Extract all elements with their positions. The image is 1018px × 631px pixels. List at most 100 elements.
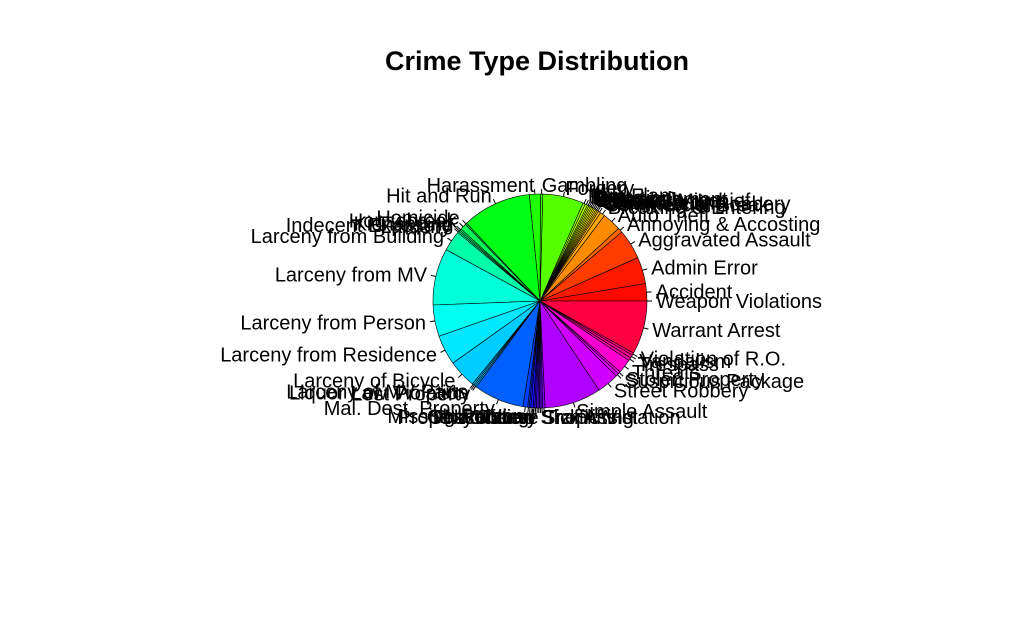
pie-leader-vandalism [631,356,637,360]
pie-label-warrant-arrest: Warrant Arrest [652,320,781,342]
pie-label-liquor-law-violation: Liquor Law Violation [289,383,469,405]
pie-label-annoying-accosting: Annoying & Accosting [627,214,820,236]
pie-label-larceny-of-mv-parts: Larceny of MV Parts [286,382,467,404]
pie-leader-housebreak [459,222,464,227]
pie-leader-aggravated-assault [630,241,636,245]
pie-label-credit-card: Credit Card [600,192,702,214]
chart-title: Crime Type Distribution [385,46,689,76]
pie-leader-admin-error [642,268,648,271]
pie-leader-homicide [462,219,467,225]
pie-leader-larceny-of-bicycle [457,373,463,379]
pie-leader-lost-property [472,386,477,391]
pie-leader-missing-person [524,406,526,413]
pie-label-obstructing: Obstructing [427,406,529,428]
pie-label-forgery: Forgery [565,178,634,200]
pie-label-commercial-robbery: Commercial Robbery [603,193,791,215]
pie-label-simple-assault: Simple Assault [576,401,708,423]
pie-label-sex-offense: Sex Offense [429,407,539,429]
pie-label-sick-assist: Sick Assist [542,407,638,429]
pie-label-mal-dest-property: Mal. Dest. Property [324,398,495,420]
pie-leader-suspicious-package [617,374,622,379]
pie-leader-lines [429,189,652,414]
pie-leader-forgery [562,191,565,197]
pie-leader-narcotics [527,407,529,413]
pie-label-missing-person: Missing Person [387,406,524,428]
pie-leader-criminal-mischief [593,203,597,209]
pie-leader-trespass [629,358,635,363]
pie-leader-annoying-accosting [619,226,625,231]
pie-leader-larceny-from-person [429,320,435,323]
pie-label-weapon-violations: Weapon Violations [656,291,822,313]
pie-leader-fraud [587,200,591,206]
pie-label-lost-property: Lost Property [351,384,470,406]
pie-leader-threats [624,365,630,370]
pie-label-vandalism: Vandalism [639,351,731,373]
pie-label-larceny-from-mv: Larceny from MV [275,264,428,286]
pie-label-auto-theft: Auto Theft [618,205,710,227]
pie-label-larceny-from-building: Larceny from Building [251,226,444,248]
pie-label-counterfeiting: Counterfeiting [601,192,726,214]
pie-label-larceny: Larceny [380,216,451,238]
pie-label-commercial-break: Commercial Break [604,195,769,217]
pie-leader-hit-and-run [492,198,496,204]
pie-label-aggravated-assault: Aggravated Assault [638,229,811,251]
pie-label-fire: Fire [590,186,624,208]
pie-label-flim-flam: Flim Flam [588,185,676,207]
pie-leader-larceny-of-mv-parts [469,384,474,389]
pie-leader-larceny-from-residence [440,349,446,353]
pie-label-prostitution: Prostitution [433,407,533,429]
pie-label-disorderly: Disorderly [597,190,687,212]
pie-label-criminal-mischief: Criminal Mischief [598,191,751,213]
pie-label-narcotics: Narcotics [444,406,527,428]
pie-leader-violation-of-r-o [632,353,638,357]
pie-leader-larceny-from-mv [430,274,436,277]
pie-label-violation-of-r-o: Violation of R.O. [641,348,786,370]
pie-label-gambling: Gambling [542,175,628,197]
pie-label-fraud: Fraud [592,187,644,209]
pie-label-street-robbery: Street Robbery [614,380,749,402]
pie-label-indecent-exposure: Indecent Exposure [286,215,453,237]
pie-leader-simple-assault [572,402,576,408]
pie-leader-indecent-exposure [455,227,460,232]
pie-label-trespass: Trespass [637,354,719,376]
pie-label-property-found: Property Found [397,407,535,429]
pie-label-embezzlement: Embezzlement [595,189,728,211]
pie-label-threats: Threats [632,362,700,384]
pie-leader-fire [585,199,589,205]
pie-leader-kidnapping [456,225,461,230]
pie-leader-larceny-from-building [447,237,452,242]
pie-label-homicide: Homicide [376,207,459,229]
pie-leader-counterfeiting [596,205,600,211]
pie-leader-stolen-property [619,372,624,377]
pie-label-traffic-violation: Traffic Violation [544,407,680,429]
pie-slice-hit-and-run [466,194,541,302]
pie-label-breaking-entering: Breaking & Entering [608,197,786,219]
pie-label-larceny-of-bicycle: Larceny of Bicycle [293,370,455,392]
pie-leader-credit-card [594,204,599,210]
pie-label-suspicious-package: Suspicious Package [624,371,804,393]
pie-label-larceny-from-residence: Larceny from Residence [220,344,437,366]
pie-leader-commercial-robbery [597,206,601,212]
pie-leader-mal-dest-property [496,399,499,405]
pie-label-hit-and-run: Hit and Run [386,186,492,208]
pie-leader-street-robbery [607,383,612,388]
pie-leader-commercial-break [599,207,603,213]
pie-label-stolen-property: Stolen Property [626,369,764,391]
pie-leader-warrant-arrest [643,327,649,330]
pie-leader-flim-flam [583,198,587,204]
pie-leader-embezzlement [590,202,594,208]
pie-label-larceny-from-person: Larceny from Person [240,313,426,335]
pie-label-extortion: Extortion [594,188,673,210]
pie-label-admin-error: Admin Error [651,258,758,280]
pie-label-robbery: Robbery [461,407,537,429]
pie-leader-larceny [454,228,459,233]
pie-label-kidnapping: Kidnapping [354,214,454,236]
pie-leader-liquor-law-violation [470,385,475,390]
pie-leader-auto-theft [611,217,616,222]
pie-label-accident: Accident [656,281,733,303]
pie-slices [432,193,648,409]
pie-label-housebreak: Housebreak [349,210,458,232]
